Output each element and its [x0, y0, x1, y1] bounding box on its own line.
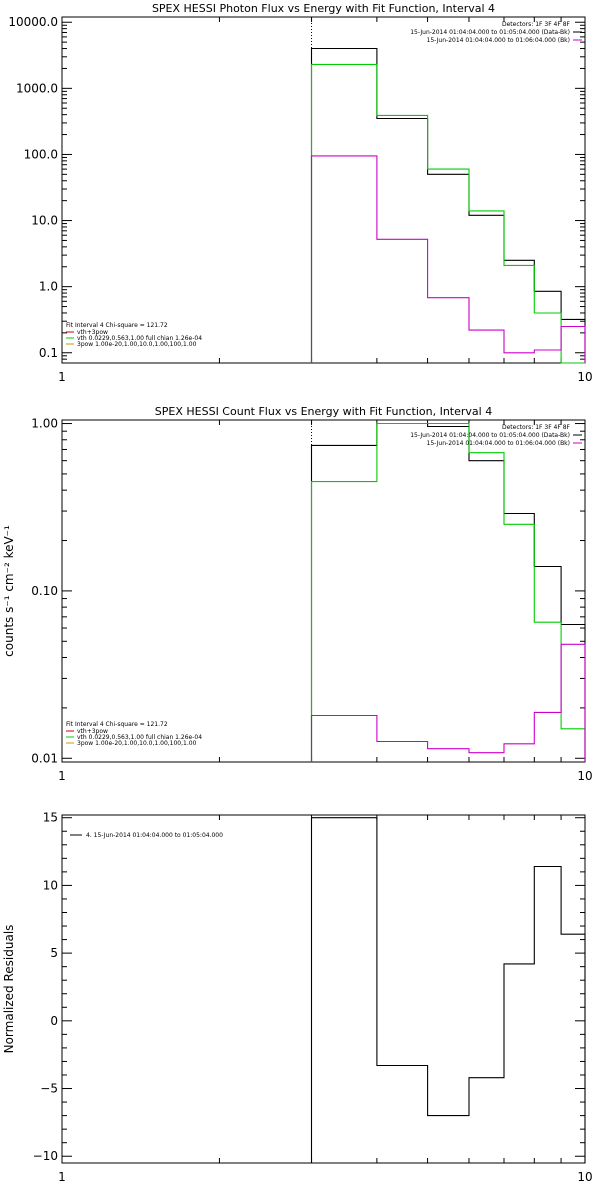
y-tick-label: 10.0	[31, 214, 58, 228]
y-tick-label: 100.0	[24, 147, 58, 161]
series-vth-histogram	[310, 63, 585, 364]
legend-entry-label: 15-Jun-2014 01:04:04.000 to 01:05:04.000…	[410, 432, 570, 439]
y-tick-label: 0.01	[31, 751, 58, 765]
y-tick-label: −10	[33, 1149, 58, 1163]
plot-frame	[61, 16, 586, 364]
legend-entry-label: vth+3pow	[77, 329, 108, 336]
legend-entry-label: 3pow 1.00e-20,1.00,10.0,1.00,100,1.00	[77, 341, 197, 348]
series-data-histogram	[310, 422, 586, 762]
x-tick-label: 1	[58, 1170, 66, 1184]
legend-bottom-left: Fit Interval 4 Chi-square = 121.72vth+3p…	[66, 721, 202, 747]
y-tick-label: 10	[43, 878, 58, 892]
y-tick-label: 0.1	[39, 346, 58, 360]
y-axis-label: Normalized Residuals	[2, 925, 16, 1054]
x-tick-label: 1	[58, 370, 66, 384]
y-tick-label: 15	[43, 811, 58, 825]
panel-3: Normalized Residuals 1 10 15 10 5 0 −5 −10 4. 15-…	[2, 811, 593, 1184]
series-bk-histogram	[310, 155, 586, 363]
legend-entry-label: 15-Jun-2014 01:04:04.000 to 01:06:04.000…	[427, 37, 570, 44]
x-tick-label: 1	[58, 769, 66, 783]
plot-frame	[61, 419, 586, 763]
chart-title: SPEX HESSI Count Flux vs Energy with Fit…	[155, 405, 492, 418]
y-axis-label: counts s⁻¹ cm⁻² keV⁻¹	[2, 525, 16, 657]
y-tick-label: 0.10	[31, 584, 58, 598]
legend-title: Detectors: 1F 3F 4F 8F	[502, 21, 571, 28]
y-tick-label: −5	[40, 1082, 58, 1096]
series-resid-histogram	[310, 817, 586, 1163]
legend-entry-label: 3pow 1.00e-20,1.00,10.0,1.00,100,1.00	[77, 740, 197, 747]
legend-title: Fit Interval 4 Chi-square = 121.72	[66, 721, 168, 728]
legend-entry-label: 15-Jun-2014 01:04:04.000 to 01:05:04.000…	[410, 29, 570, 36]
legend-bottom-left: Fit Interval 4 Chi-square = 121.72vth+3p…	[66, 322, 202, 348]
y-tick-label: 10000.0	[8, 15, 58, 29]
legend-entry-label: vth 0.0229,0.563,1.00 full chian 1.26e-0…	[77, 335, 202, 342]
series-data-histogram	[310, 47, 586, 363]
panel-1: SPEX HESSI Photon Flux vs Energy with Fi…	[8, 2, 592, 384]
y-tick-label: 0	[50, 1014, 58, 1028]
chart-title: SPEX HESSI Photon Flux vs Energy with Fi…	[152, 2, 495, 15]
y-tick-label: 5	[50, 946, 58, 960]
legend-entry-label: 15-Jun-2014 01:04:04.000 to 01:06:04.000…	[427, 440, 570, 447]
y-tick-label: 1.0	[39, 280, 58, 294]
y-tick-label: 1000.0	[16, 81, 58, 95]
legend-title: Fit Interval 4 Chi-square = 121.72	[66, 322, 168, 329]
legend-entry-label: 4. 15-Jun-2014 01:04:04.000 to 01:05:04.…	[86, 832, 223, 839]
legend-entry-label: vth 0.0229,0.563,1.00 full chian 1.26e-0…	[77, 734, 202, 741]
legend-entry-label: vth+3pow	[77, 728, 108, 735]
series-bk-histogram	[310, 643, 586, 762]
series-vth-histogram	[310, 422, 586, 762]
legend-top-left: 4. 15-Jun-2014 01:04:04.000 to 01:05:04.…	[70, 832, 223, 839]
x-tick-label: 10	[577, 370, 592, 384]
plot-frame	[61, 814, 586, 1164]
x-tick-label: 10	[577, 1170, 592, 1184]
panel-2: SPEX HESSI Count Flux vs Energy with Fit…	[2, 405, 593, 783]
legend-title: Detectors: 1F 3F 4F 8F	[502, 424, 571, 431]
y-tick-label: 1.00	[31, 417, 58, 431]
x-tick-label: 10	[577, 769, 592, 783]
